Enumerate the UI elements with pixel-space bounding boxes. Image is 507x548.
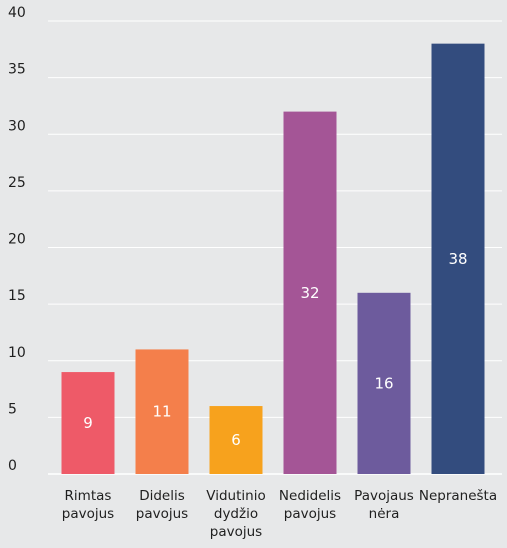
category-label: Nepranešta <box>419 488 497 504</box>
y-tick-label: 5 <box>8 401 17 417</box>
y-tick-label: 15 <box>8 288 26 304</box>
y-axis-ticks: 0 5 10 15 20 25 30 35 40 <box>8 5 26 474</box>
bar <box>357 292 411 474</box>
category-label: Nedidelis <box>279 488 341 504</box>
value-label: 32 <box>300 284 319 302</box>
y-tick-label: 25 <box>8 175 26 191</box>
bar <box>135 349 189 474</box>
category-label: Pavojaus <box>354 488 414 504</box>
category-label: nėra <box>369 506 400 522</box>
value-labels: 9 11 6 32 16 38 <box>83 250 467 449</box>
y-tick-label: 35 <box>8 62 26 78</box>
category-label: pavojus <box>62 506 114 522</box>
category-label: Vidutinio <box>206 488 265 504</box>
category-label: pavojus <box>210 524 262 540</box>
bar <box>209 406 263 474</box>
value-label: 6 <box>231 431 241 449</box>
y-tick-label: 30 <box>8 118 26 134</box>
gridlines <box>48 20 502 475</box>
category-label: pavojus <box>136 506 188 522</box>
y-tick-label: 0 <box>8 458 17 474</box>
bar <box>61 372 115 474</box>
y-tick-label: 20 <box>8 232 26 248</box>
y-tick-label: 10 <box>8 345 26 361</box>
category-label: dydžio <box>214 506 258 522</box>
category-label: Rimtas <box>65 488 112 504</box>
y-tick-label: 40 <box>8 5 26 21</box>
bars <box>61 43 485 475</box>
x-axis-labels: Rimtas pavojus Didelis pavojus Vidutinio dydž… <box>62 488 497 540</box>
category-label: pavojus <box>284 506 336 522</box>
value-label: 38 <box>448 250 467 268</box>
value-label: 16 <box>374 374 393 392</box>
bar <box>431 43 485 475</box>
bar <box>283 111 337 474</box>
value-label: 9 <box>83 414 93 432</box>
category-label: Didelis <box>139 488 185 504</box>
value-label: 11 <box>152 403 171 421</box>
